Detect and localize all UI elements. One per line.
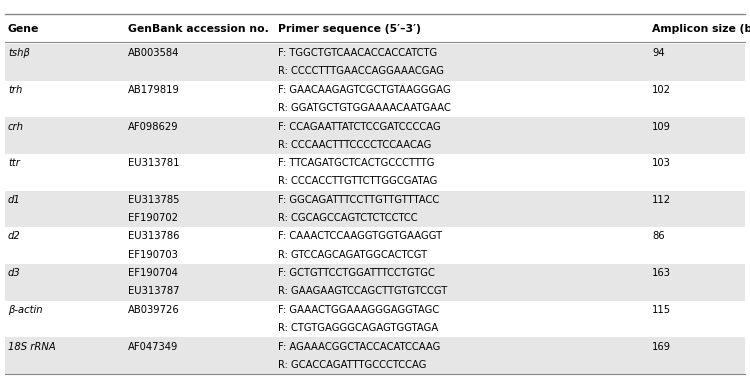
Text: EF190702: EF190702 xyxy=(128,213,178,223)
Text: R: GAAGAAGTCCAGCTTGTGTCCGT: R: GAAGAAGTCCAGCTTGTGTCCGT xyxy=(278,286,447,296)
Text: AF047349: AF047349 xyxy=(128,342,178,351)
Text: EU313781: EU313781 xyxy=(128,158,179,168)
Bar xyxy=(5,191,745,227)
Text: AF098629: AF098629 xyxy=(128,121,178,131)
Text: AB179819: AB179819 xyxy=(128,85,180,95)
Text: 115: 115 xyxy=(652,305,671,315)
Text: EU313787: EU313787 xyxy=(128,286,179,296)
Text: 102: 102 xyxy=(652,85,671,95)
Text: d1: d1 xyxy=(8,195,21,205)
Text: 163: 163 xyxy=(652,268,671,278)
Text: EU313786: EU313786 xyxy=(128,231,179,241)
Text: F: AGAAACGGCTACCACATCCAAG: F: AGAAACGGCTACCACATCCAAG xyxy=(278,342,440,351)
Text: Gene: Gene xyxy=(8,24,39,34)
Bar xyxy=(5,44,745,81)
Text: EU313785: EU313785 xyxy=(128,195,179,205)
Text: AB003584: AB003584 xyxy=(128,48,179,58)
Text: 109: 109 xyxy=(652,121,671,131)
Text: R: CGCAGCCAGTCTCTCCTCC: R: CGCAGCCAGTCTCTCCTCC xyxy=(278,213,418,223)
Bar xyxy=(5,117,745,154)
Text: β-actin: β-actin xyxy=(8,305,43,315)
Text: d2: d2 xyxy=(8,231,21,241)
Text: 169: 169 xyxy=(652,342,671,351)
Text: R: CCCCTTTGAACCAGGAAACGAG: R: CCCCTTTGAACCAGGAAACGAG xyxy=(278,66,444,76)
Text: d3: d3 xyxy=(8,268,21,278)
Text: tshβ: tshβ xyxy=(8,48,30,58)
Bar xyxy=(5,264,745,301)
Text: ttr: ttr xyxy=(8,158,20,168)
Text: EF190703: EF190703 xyxy=(128,250,178,260)
Text: EF190704: EF190704 xyxy=(128,268,178,278)
Text: F: GGCAGATTTCCTTGTTGTTTACC: F: GGCAGATTTCCTTGTTGTTTACC xyxy=(278,195,440,205)
Text: 86: 86 xyxy=(652,231,664,241)
Text: trh: trh xyxy=(8,85,22,95)
Text: crh: crh xyxy=(8,121,24,131)
Bar xyxy=(5,337,745,374)
Text: 18S rRNA: 18S rRNA xyxy=(8,342,56,351)
Text: F: CAAACTCCAAGGTGGTGAAGGT: F: CAAACTCCAAGGTGGTGAAGGT xyxy=(278,231,442,241)
Text: GenBank accession no.: GenBank accession no. xyxy=(128,24,268,34)
Text: R: GCACCAGATTTGCCCTCCAG: R: GCACCAGATTTGCCCTCCAG xyxy=(278,360,427,370)
Text: AB039726: AB039726 xyxy=(128,305,180,315)
Text: R: CCCACCTTGTTCTTGGCGATAG: R: CCCACCTTGTTCTTGGCGATAG xyxy=(278,176,437,186)
Text: 94: 94 xyxy=(652,48,664,58)
Text: 112: 112 xyxy=(652,195,671,205)
Text: F: GAAACTGGAAAGGGAGGTAGC: F: GAAACTGGAAAGGGAGGTAGC xyxy=(278,305,440,315)
Text: F: GAACAAGAGTCGCTGTAAGGGAG: F: GAACAAGAGTCGCTGTAAGGGAG xyxy=(278,85,451,95)
Text: R: CCCAACTTTCCCCTCCAACAG: R: CCCAACTTTCCCCTCCAACAG xyxy=(278,140,431,150)
Text: F: GCTGTTCCTGGATTTCCTGTGC: F: GCTGTTCCTGGATTTCCTGTGC xyxy=(278,268,435,278)
Text: F: CCAGAATTATCTCCGATCCCCAG: F: CCAGAATTATCTCCGATCCCCAG xyxy=(278,121,441,131)
Text: R: GGATGCTGTGGAAAACAATGAAC: R: GGATGCTGTGGAAAACAATGAAC xyxy=(278,103,451,113)
Text: R: GTCCAGCAGATGGCACTCGT: R: GTCCAGCAGATGGCACTCGT xyxy=(278,250,428,260)
Text: Primer sequence (5′–3′): Primer sequence (5′–3′) xyxy=(278,24,421,34)
Text: 103: 103 xyxy=(652,158,670,168)
Text: Amplicon size (bp): Amplicon size (bp) xyxy=(652,24,750,34)
Text: R: CTGTGAGGGCAGAGTGGTAGA: R: CTGTGAGGGCAGAGTGGTAGA xyxy=(278,323,438,333)
Text: F: TTCAGATGCTCACTGCCCTTTG: F: TTCAGATGCTCACTGCCCTTTG xyxy=(278,158,434,168)
Text: F: TGGCTGTCAACACCACCATCTG: F: TGGCTGTCAACACCACCATCTG xyxy=(278,48,437,58)
